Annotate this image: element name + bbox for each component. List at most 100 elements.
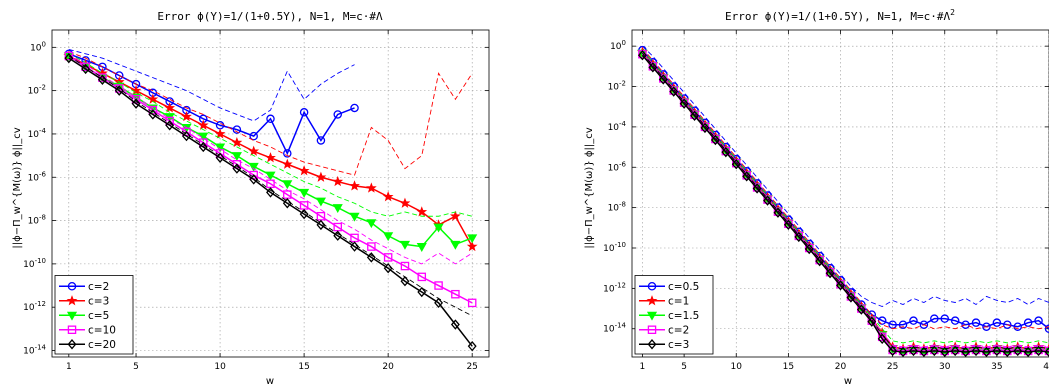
series-c-3-point <box>815 255 825 267</box>
series-c-3-point <box>929 345 939 357</box>
series-c-10-point <box>367 242 376 251</box>
series-c-3-dashed-line <box>68 51 473 176</box>
series-c-0-5-point <box>1044 324 1049 333</box>
y-tick-label: 10-10 <box>23 257 46 270</box>
left-chart-xlabel: w <box>266 376 274 387</box>
series-c-3-point <box>710 134 720 146</box>
legend: c=0.5 c=1 c=1.5 c=2 c=3 <box>634 275 714 355</box>
series-c-2-point <box>333 110 342 119</box>
series-c-3-point <box>349 180 360 191</box>
legend-marker-c-1 <box>646 295 658 306</box>
series-c-5-point <box>349 212 360 222</box>
series-c-20-point <box>97 74 107 86</box>
x-tick-label: 5 <box>681 362 687 372</box>
series-c-0-5-point <box>919 320 929 329</box>
series-c-10-point <box>64 51 74 61</box>
series-c-3-point <box>637 50 647 61</box>
series-c-3-point <box>130 84 142 96</box>
series-c-3-point <box>909 345 918 357</box>
y-tick-label: 10-14 <box>23 344 46 357</box>
series-c-0-5-point <box>1013 322 1022 331</box>
y-tick-label: 10-4 <box>28 127 47 140</box>
series-c-3-point <box>214 128 226 139</box>
series-c-3-point <box>763 195 772 206</box>
y-tick-label: 10-8 <box>608 201 626 214</box>
series-c-3-point <box>1023 346 1033 357</box>
series-c-20-point <box>232 163 242 174</box>
series-c-0-5-point <box>1003 320 1012 329</box>
series-c-3-point <box>416 206 428 217</box>
legend-marker-c-3 <box>647 339 657 350</box>
series-c-3-point <box>742 171 752 182</box>
series-c-0-5-dashed-line <box>642 45 1049 308</box>
x-tick-label: 10 <box>214 362 226 372</box>
series-c-20-point <box>131 98 141 109</box>
series-c-3-point <box>721 146 731 158</box>
x-tick-label: 35 <box>991 362 1002 372</box>
x-tick-label: 15 <box>783 362 794 372</box>
series-c-3-point <box>690 110 700 121</box>
series-c-5-point <box>332 204 343 213</box>
series-c-3-point <box>825 268 835 279</box>
series-c-10-point <box>451 289 460 299</box>
legend-label-c-3: c=3 <box>668 339 689 351</box>
y-tick-label: 10-12 <box>603 281 626 294</box>
series-c-2-point <box>299 108 309 117</box>
series-c-0-5-point <box>961 320 970 329</box>
series-c-10-point <box>400 261 410 271</box>
series-c-2-point <box>232 125 242 134</box>
series-c-0-5-point <box>1023 318 1033 327</box>
series-c-3-point <box>783 219 793 230</box>
series-c-3-point <box>773 207 783 218</box>
series-c-2-dashed-line <box>642 51 1049 348</box>
y-tick-label: 100 <box>30 40 46 53</box>
y-tick-label: 10-6 <box>608 160 627 173</box>
x-tick-label: 10 <box>731 362 743 372</box>
series-c-3-point <box>836 280 845 291</box>
series-c-20-point <box>450 319 460 330</box>
series-c-3-point <box>382 191 394 202</box>
series-c-0-5-point <box>982 322 991 331</box>
series-c-3-line <box>641 54 1049 353</box>
series-c-3-point <box>1034 345 1044 357</box>
series-c-20-point <box>215 152 225 163</box>
series-c-2-point <box>877 332 887 342</box>
legend-label-c-20: c=20 <box>88 339 116 351</box>
series-c-3-point <box>181 110 192 122</box>
series-c-3-point <box>164 102 176 113</box>
series-c-5-point <box>416 243 427 252</box>
legend-label-c-1-5: c=1.5 <box>668 310 699 322</box>
series-c-3-point <box>1044 346 1049 357</box>
series-c-0-5-point <box>950 316 960 325</box>
series-c-3-point <box>231 136 243 148</box>
series-c-5-point <box>399 240 411 250</box>
x-tick-label: 15 <box>298 362 309 372</box>
series-c-3-point <box>648 62 658 73</box>
series-c-5-point <box>433 223 444 233</box>
left-chart-title: Error ϕ(Y)=1/(1+0.5Y), N=1, M=c·#Λ <box>157 10 383 23</box>
series-c-3-point <box>877 333 887 345</box>
legend-label-c-3: c=3 <box>88 295 109 307</box>
series-c-5-point <box>467 234 478 244</box>
series-c-3-point <box>898 346 908 357</box>
series-c-0-5-line <box>641 49 1049 330</box>
y-tick-label: 10-12 <box>23 300 46 313</box>
series-c-3-point <box>1013 345 1023 357</box>
series-c-5-dashed-line <box>68 53 473 217</box>
x-tick-label: 25 <box>466 362 477 372</box>
series-c-20-point <box>198 141 208 153</box>
series-c-3-point <box>888 345 898 357</box>
series-c-3-point <box>867 316 877 327</box>
series-c-3-point <box>450 210 461 221</box>
x-tick-label: 5 <box>133 362 139 372</box>
y-tick-label: 10-2 <box>28 84 46 97</box>
series-c-20-point <box>383 263 393 274</box>
y-tick-label: 10-14 <box>603 322 626 335</box>
series-c-20-point <box>366 252 376 263</box>
series-c-5-point <box>450 240 461 250</box>
series-c-3-point <box>794 231 804 243</box>
series-c-20-point <box>467 340 477 352</box>
legend-marker-c-5 <box>66 311 78 321</box>
series-c-20-point <box>299 208 309 220</box>
legend-marker-c-2 <box>647 325 657 334</box>
